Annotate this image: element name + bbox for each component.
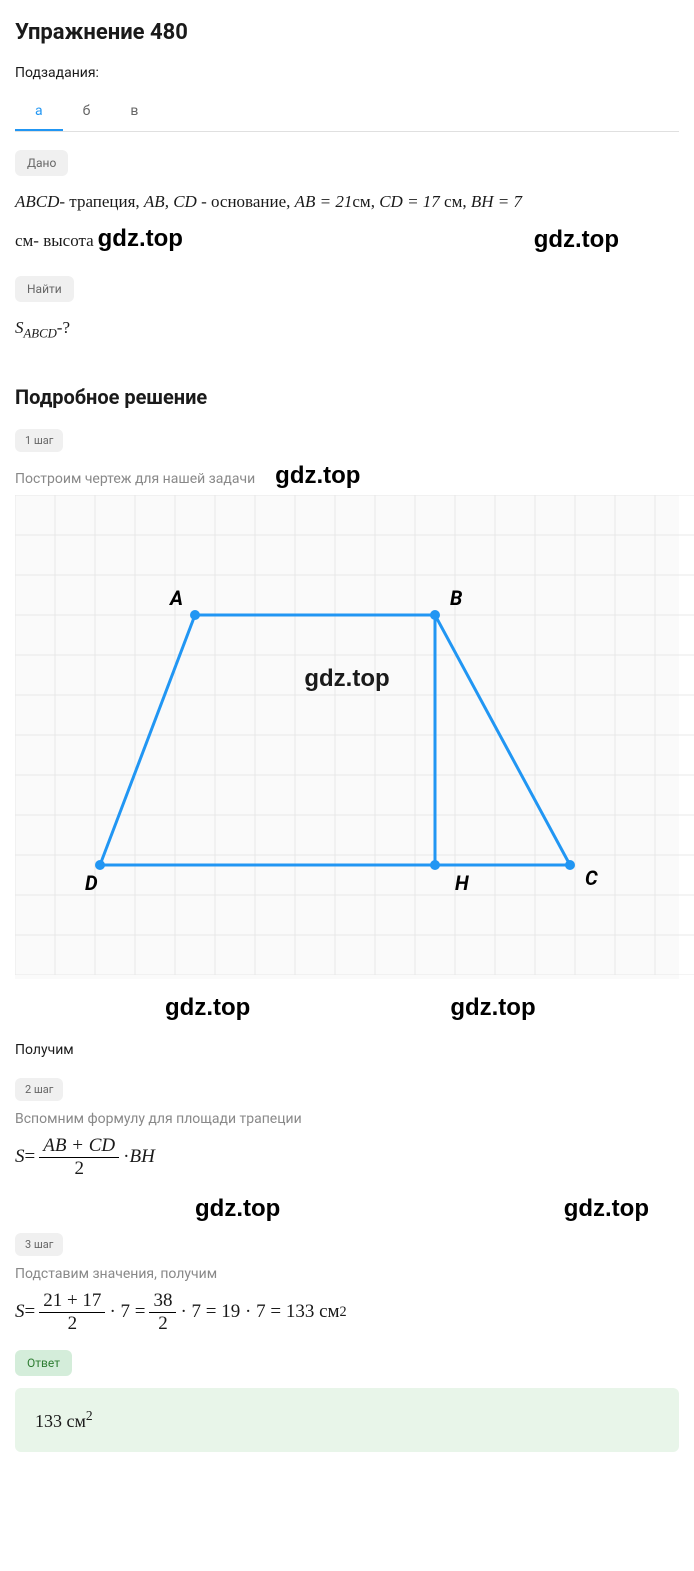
- given-ab: AB = 21: [295, 192, 353, 211]
- tab-v[interactable]: в: [110, 93, 158, 131]
- f3-mid1: · 7 =: [109, 1301, 145, 1323]
- tabs-container: а б в: [15, 93, 679, 132]
- step3-badge: 3 шаг: [15, 1233, 63, 1256]
- f3-frac2: 38 2: [149, 1290, 176, 1335]
- watermark-1: gdz.top: [98, 225, 183, 252]
- subtasks-label: Подзадания:: [15, 65, 679, 81]
- watermark-5: gdz.top: [165, 994, 250, 1022]
- given-abcd2: AB, CD: [144, 192, 197, 211]
- given-abcd: ABCD: [15, 192, 59, 211]
- f2-s: S: [15, 1146, 25, 1168]
- step2-text: Вспомним формулу для площади трапеции: [15, 1111, 679, 1127]
- formula-2: S = AB + CD 2 · BH: [15, 1135, 679, 1180]
- svg-text:D: D: [85, 871, 98, 895]
- watermark-mid-row: gdz.top gdz.top: [15, 1195, 679, 1223]
- watermark-3: gdz.top: [275, 462, 360, 490]
- step1-row: Построим чертеж для нашей задачи gdz.top: [15, 462, 679, 495]
- f3-num1: 21 + 17: [39, 1290, 105, 1313]
- tab-a[interactable]: а: [15, 93, 63, 131]
- trapezoid-diagram: A B C D H gdz.top: [15, 495, 679, 979]
- tab-b[interactable]: б: [63, 93, 111, 131]
- given-cd: CD = 17: [379, 192, 440, 211]
- f2-bh: BH: [129, 1146, 154, 1168]
- given-line-1: ABCD- трапеция, AB, CD - основание, AB =…: [15, 188, 679, 217]
- page-title: Упражнение 480: [15, 20, 679, 45]
- f3-den2: 2: [154, 1313, 172, 1335]
- find-q: -?: [57, 318, 70, 337]
- watermark-row-1: см- высота gdz.top gdz.top: [15, 225, 679, 256]
- answer-box: 133 см2: [15, 1388, 679, 1452]
- find-sub: ABCD: [24, 326, 57, 340]
- svg-text:A: A: [168, 586, 183, 610]
- formula-3: S = 21 + 17 2 · 7 = 38 2 · 7 = 19 · 7 = …: [15, 1290, 679, 1335]
- given-badge: Дано: [15, 150, 68, 176]
- f2-eq: =: [25, 1146, 36, 1168]
- given-bh: BH = 7: [471, 192, 522, 211]
- watermark-bottom-row: gdz.top gdz.top: [15, 994, 679, 1022]
- given-t10: см- высота: [15, 231, 94, 250]
- step1-text: Построим чертеж для нашей задачи: [15, 471, 255, 487]
- svg-text:C: C: [585, 866, 598, 890]
- f3-frac1: 21 + 17 2: [39, 1290, 105, 1335]
- solution-title: Подробное решение: [15, 385, 679, 409]
- f2-den: 2: [70, 1158, 88, 1180]
- f3-sup: 2: [340, 1304, 347, 1321]
- f3-s: S: [15, 1301, 25, 1323]
- answer-sup: 2: [86, 1408, 93, 1423]
- given-t4: - основание,: [197, 192, 295, 211]
- svg-text:B: B: [450, 586, 463, 610]
- given-t8: см,: [440, 192, 471, 211]
- given-t6: см,: [352, 192, 379, 211]
- svg-text:H: H: [455, 871, 469, 895]
- answer-value: 133 см: [35, 1411, 86, 1431]
- step2-badge: 2 шаг: [15, 1078, 63, 1101]
- find-s: S: [15, 318, 24, 337]
- f2-frac: AB + CD 2: [39, 1135, 119, 1180]
- given-t2: - трапеция,: [59, 192, 144, 211]
- watermark-2: gdz.top: [534, 226, 619, 254]
- diagram-svg: A B C D H: [15, 495, 694, 975]
- watermark-7: gdz.top: [195, 1195, 280, 1223]
- f2-num: AB + CD: [39, 1135, 119, 1158]
- step3-text: Подставим значения, получим: [15, 1266, 679, 1282]
- watermark-8: gdz.top: [564, 1195, 649, 1223]
- f3-mid2: · 7 = 19 · 7 = 133 см: [180, 1301, 339, 1323]
- find-badge: Найти: [15, 276, 74, 302]
- f3-den1: 2: [64, 1313, 82, 1335]
- answer-badge: Ответ: [15, 1350, 72, 1376]
- watermark-6: gdz.top: [450, 994, 535, 1022]
- f3-eq: =: [25, 1301, 36, 1323]
- watermark-diagram: gdz.top: [304, 665, 389, 693]
- result-text: Получим: [15, 1042, 679, 1058]
- f3-num2: 38: [149, 1290, 176, 1313]
- step1-badge: 1 шаг: [15, 429, 63, 452]
- find-line: SABCD-?: [15, 314, 679, 345]
